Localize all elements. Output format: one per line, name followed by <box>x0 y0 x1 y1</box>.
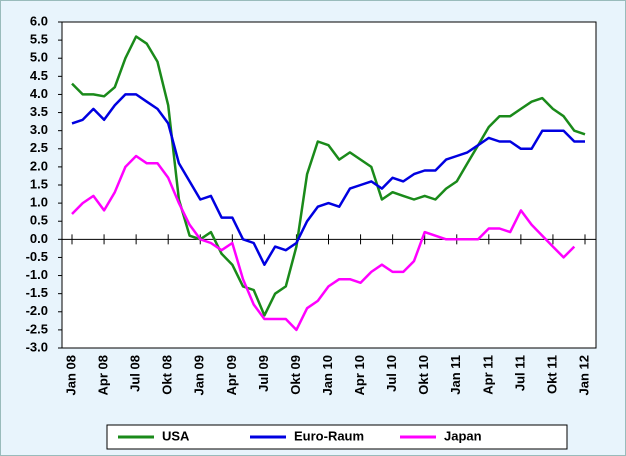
y-tick-label: 0.0 <box>30 231 48 246</box>
y-tick-label: 4.5 <box>30 68 48 83</box>
y-tick-label: 5.0 <box>30 50 48 65</box>
y-tick-label: 4.0 <box>30 86 48 101</box>
x-tick-label: Apr 09 <box>224 355 239 395</box>
y-tick-label: -1.0 <box>26 267 48 282</box>
x-tick-label: Okt 09 <box>288 355 303 395</box>
plot-area <box>61 21 597 349</box>
x-tick-label: Jan 11 <box>448 355 463 395</box>
x-tick-label: Jan 09 <box>192 355 207 395</box>
y-tick-label: 3.5 <box>30 104 48 119</box>
y-tick-label: 6.0 <box>30 13 48 28</box>
y-tick-label: 5.5 <box>30 32 48 47</box>
x-tick-label: Jul 10 <box>384 355 399 392</box>
y-tick-label: 2.5 <box>30 140 48 155</box>
y-tick-label: -2.0 <box>26 303 48 318</box>
x-tick-label: Jan 12 <box>576 355 591 395</box>
y-tick-label: 1.0 <box>30 195 48 210</box>
series-line <box>71 154 576 332</box>
x-tick-label: Jul 11 <box>512 355 527 391</box>
x-tick-label: Jan 10 <box>320 355 335 395</box>
x-tick-label: Okt 10 <box>416 355 431 395</box>
legend-label: Euro-Raum <box>294 428 364 443</box>
y-tick-label: -2.5 <box>26 321 48 336</box>
legend-box <box>106 424 568 450</box>
x-tick-label: Jul 08 <box>128 355 143 392</box>
legend-label: Japan <box>444 428 482 443</box>
y-tick-label: 1.5 <box>30 176 48 191</box>
y-tick-label: -1.5 <box>26 285 48 300</box>
y-tick-label: -3.0 <box>26 339 48 354</box>
y-tick-label: 3.0 <box>30 122 48 137</box>
x-tick-label: Okt 08 <box>160 355 175 395</box>
series-line <box>71 35 586 317</box>
y-tick-label: 0.5 <box>30 213 48 228</box>
x-tick-label: Apr 11 <box>480 355 495 395</box>
x-tick-label: Jan 08 <box>63 355 78 395</box>
series-line <box>71 93 585 266</box>
x-tick-label: Apr 08 <box>96 355 111 395</box>
legend-label: USA <box>162 428 190 443</box>
y-tick-label: -0.5 <box>26 249 48 264</box>
x-tick-label: Jul 09 <box>256 355 271 392</box>
y-tick-label: 2.0 <box>30 158 48 173</box>
x-tick-label: Okt 11 <box>544 355 559 394</box>
x-tick-label: Apr 10 <box>352 355 367 395</box>
